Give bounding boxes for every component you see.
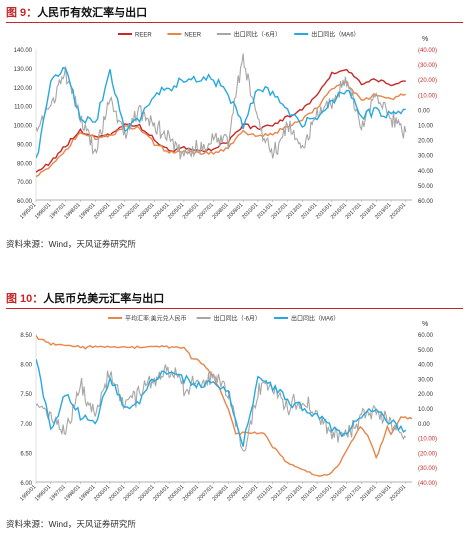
right-tick-label: (40.00)	[418, 481, 437, 487]
right-tick-label: (10.00)	[418, 93, 437, 99]
left-tick-label: 100.00	[14, 124, 33, 130]
x-tick-label: 2020/01	[389, 484, 407, 502]
figure-9: 图 9：人民币有效汇率与出口 60.00 70.00 80.00 90.00 100.0…	[0, 0, 469, 262]
right-tick-label: (30.00)	[418, 63, 437, 69]
left-tick-label: 7.00	[20, 422, 32, 428]
left-tick-label: 90.00	[17, 142, 33, 148]
figure-title: 图 9：人民币有效汇率与出口	[6, 4, 463, 23]
legend-label: 出口同比（MA6）	[291, 315, 339, 323]
left-tick-label: 70.00	[17, 180, 33, 186]
source-note: 资料来源：Wind，天风证券研究所	[6, 239, 136, 249]
legend-label: 平均汇率:美元兑人民币	[125, 315, 187, 323]
right-tick-label: 0.00	[418, 108, 430, 114]
right-tick-label: 20.00	[418, 139, 434, 145]
left-tick-label: 140.00	[14, 48, 33, 54]
left-tick-label: 120.00	[14, 86, 33, 92]
right-tick-label: 10.00	[418, 124, 434, 130]
left-tick-label: 60.00	[17, 199, 33, 205]
figure-title-text: 人民币有效汇率与出口	[37, 7, 148, 19]
legend-label: 出口同比（-6月）	[214, 315, 261, 323]
right-tick-label: 60.00	[418, 199, 434, 205]
figure-title: 图 10：人民币兑美元汇率与出口	[6, 290, 463, 309]
left-tick-label: 7.50	[20, 392, 32, 398]
left-tick-label: 6.50	[20, 451, 32, 457]
series-line	[36, 335, 412, 477]
right-axis-unit: %	[422, 36, 428, 43]
chart-usdcny-exports: 6.00 6.50 7.00 7.50 8.00 8.50 (40.00) (30.00) (2…	[19, 315, 437, 503]
left-tick-label: 8.00	[20, 363, 32, 369]
source-note: 资料来源：Wind，天风证券研究所	[6, 519, 136, 529]
legend-label: REER	[135, 33, 152, 39]
right-tick-label: (10.00)	[418, 437, 437, 443]
right-tick-label: 40.00	[418, 169, 434, 175]
right-tick-label: 30.00	[418, 154, 434, 160]
chart-reer-neer-exports: 60.00 70.00 80.00 90.00 100.00 110.00 120.00 13…	[14, 31, 437, 221]
right-tick-label: 20.00	[418, 392, 434, 398]
left-tick-label: 130.00	[14, 67, 33, 73]
right-tick-label: (20.00)	[418, 451, 437, 457]
left-tick-label: 8.50	[20, 333, 32, 339]
series-line	[36, 359, 407, 447]
figure-10: 图 10：人民币兑美元汇率与出口 6.00 6.50 7.00 7.50 8.00 8.5…	[0, 286, 469, 533]
series-line	[36, 66, 406, 159]
right-tick-label: 30.00	[418, 377, 434, 383]
right-tick-label: 0.00	[418, 422, 430, 428]
x-tick-label: 2020/01	[389, 202, 407, 220]
right-tick-label: 40.00	[418, 363, 434, 369]
right-tick-label: 60.00	[418, 333, 434, 339]
right-tick-label: 50.00	[418, 184, 434, 190]
figure-number: 图 9：	[6, 7, 38, 19]
legend-label: 出口同比（-6月）	[234, 31, 281, 39]
figure-number: 图 10：	[6, 293, 44, 305]
series-line	[36, 364, 407, 452]
figure-title-text: 人民币兑美元汇率与出口	[43, 293, 165, 305]
right-tick-label: (20.00)	[418, 78, 437, 84]
series-line	[36, 53, 407, 160]
right-tick-label: (40.00)	[418, 48, 437, 54]
right-tick-label: 50.00	[418, 348, 434, 354]
right-tick-label: (30.00)	[418, 466, 437, 472]
right-axis-unit: %	[422, 321, 428, 328]
left-tick-label: 6.00	[20, 481, 32, 487]
left-tick-label: 80.00	[17, 161, 33, 167]
series-line	[36, 68, 406, 173]
right-tick-label: 10.00	[418, 407, 434, 413]
legend-label: NEER	[184, 33, 201, 39]
left-tick-label: 110.00	[14, 105, 33, 111]
legend-label: 出口同比（MA6）	[311, 31, 359, 39]
